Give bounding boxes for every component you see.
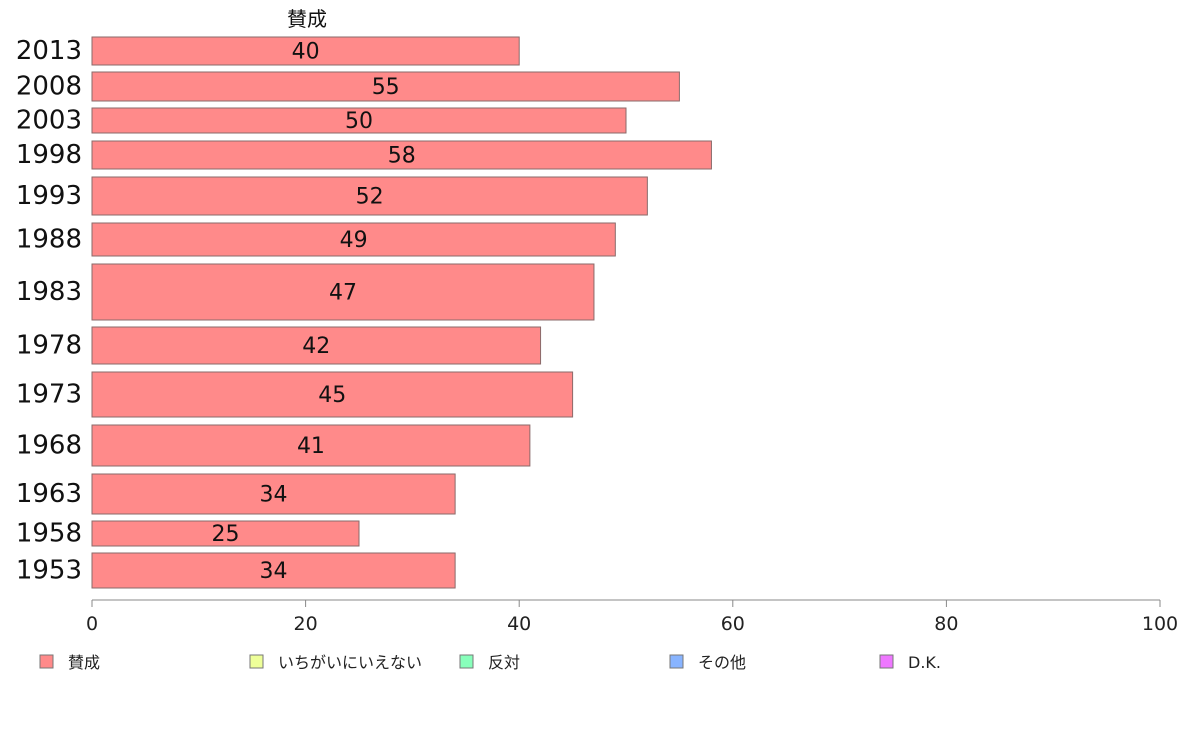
category-label-2008: 2008 — [16, 72, 82, 102]
bar-1978 — [91, 326, 542, 365]
legend-label-3: その他 — [698, 653, 746, 672]
value-label-1968: 41 — [297, 434, 325, 459]
x-tick-label-0: 0 — [86, 613, 98, 635]
category-label-1963: 1963 — [16, 479, 82, 509]
category-label-2013: 2013 — [16, 36, 82, 66]
category-label-1953: 1953 — [16, 556, 82, 586]
x-tick-label-20: 20 — [294, 613, 318, 635]
x-tick-label-100: 100 — [1142, 613, 1178, 635]
bar-1953 — [91, 552, 456, 589]
legend-swatch-0 — [39, 654, 54, 669]
value-label-1993: 52 — [356, 185, 384, 210]
bar-1983 — [91, 263, 595, 321]
bar-1968 — [91, 424, 531, 467]
category-label-1998: 1998 — [16, 140, 82, 170]
category-label-1983: 1983 — [16, 277, 82, 307]
value-label-1988: 49 — [340, 228, 368, 253]
legend: 賛成 いちがいにいえない 反対 その他 D.K. — [39, 653, 941, 672]
category-label-1993: 1993 — [16, 181, 82, 211]
legend-swatch-4 — [879, 654, 894, 669]
bar-1963 — [91, 473, 456, 515]
value-label-2008: 55 — [372, 75, 400, 100]
value-label-1998: 58 — [388, 144, 416, 169]
value-label-1953: 34 — [260, 559, 288, 584]
category-label-1988: 1988 — [16, 225, 82, 255]
bar-2013 — [91, 36, 520, 66]
value-label-1963: 34 — [260, 483, 288, 508]
bar-1993 — [91, 176, 648, 216]
legend-label-4: D.K. — [908, 653, 941, 672]
legend-swatch-3 — [669, 654, 684, 669]
bar-2008 — [91, 71, 680, 102]
category-label-1958: 1958 — [16, 519, 82, 549]
category-label-2003: 2003 — [16, 106, 82, 136]
legend-label-2: 反対 — [488, 653, 520, 672]
bar-1973 — [91, 371, 574, 418]
bar-1998 — [91, 140, 712, 170]
legend-swatch-1 — [249, 654, 264, 669]
value-label-1983: 47 — [329, 281, 357, 306]
value-label-2013: 40 — [292, 40, 320, 65]
legend-label-0: 賛成 — [68, 653, 100, 672]
bar-2003 — [91, 107, 627, 134]
value-label-1958: 25 — [212, 522, 240, 547]
bars-group: 2013 40 2008 55 2003 50 1998 58 1993 52 1988 49 1983… — [16, 36, 712, 589]
x-tick-label-60: 60 — [721, 613, 745, 635]
category-label-1968: 1968 — [16, 431, 82, 461]
value-label-1978: 42 — [302, 334, 330, 359]
legend-swatch-2 — [459, 654, 474, 669]
value-label-1973: 45 — [318, 383, 346, 408]
legend-label-1: いちがいにいえない — [278, 653, 422, 672]
category-label-1978: 1978 — [16, 331, 82, 361]
bar-1958 — [91, 520, 360, 547]
category-label-1973: 1973 — [16, 380, 82, 410]
series-title: 賛成 — [287, 7, 327, 31]
bar-1988 — [91, 222, 616, 257]
x-tick-label-80: 80 — [934, 613, 958, 635]
x-axis: 0 20 40 60 80 100 — [86, 599, 1178, 635]
x-tick-label-40: 40 — [507, 613, 531, 635]
value-label-2003: 50 — [345, 109, 373, 134]
